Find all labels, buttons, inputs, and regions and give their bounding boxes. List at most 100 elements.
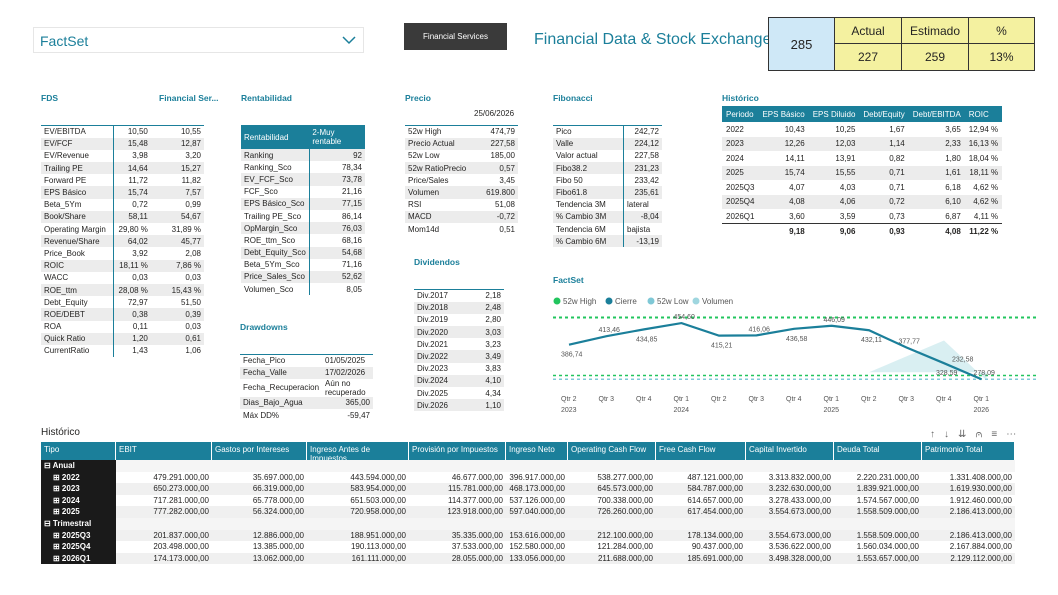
matrix-cell — [656, 517, 746, 530]
matrix-cell: 161.111.000,00 — [307, 552, 409, 565]
matrix-cell: 614.657.000,00 — [687, 495, 743, 505]
column-header[interactable]: Patrimonio Total — [922, 442, 1015, 460]
matrix-cell: 152.580.000,00 — [509, 542, 565, 552]
table-row: 2026Q1 3,60 3,59 0,73 6,87 4,11 % — [722, 209, 1002, 224]
matrix-row[interactable]: ⊞ 2022 479.291.000,00 35.697.000,00 443.594… — [41, 471, 1015, 484]
matrix-row[interactable]: ⊞ 2025Q3 201.837.000,00 12.886.000,00 188.9… — [41, 529, 1015, 542]
column-header[interactable]: Ingreso Neto — [506, 442, 568, 460]
table-row: Pico 242,72 — [553, 124, 662, 138]
table-cell: 10,50 — [112, 124, 151, 138]
matrix-row[interactable]: ⊞ 2023 650.273.000,00 66.319.000,00 583.954… — [41, 483, 1015, 495]
table-cell: 15,74 — [112, 186, 151, 199]
table-cell: 28,08 % — [112, 283, 151, 297]
data-label: 328,59 — [936, 370, 958, 377]
matrix-row[interactable]: ⊟ Anual — [41, 460, 1015, 472]
column-header[interactable]: Capital Invertido — [746, 442, 834, 460]
matrix-cell: 46.677.000,00 — [451, 472, 503, 482]
matrix-cell: 133.056.000,00 — [506, 552, 568, 565]
table-cell: 64,02 — [112, 235, 151, 248]
table-cell: EV/EBITDA — [41, 124, 114, 138]
header-cell[interactable]: Debt/Equity — [859, 106, 909, 122]
x-tick-label: Qtr 4 — [936, 396, 952, 403]
column-header[interactable]: Deuda Total — [834, 442, 922, 460]
matrix-row[interactable]: ⊞ 2026Q1 174.173.000,00 13.062.000,00 161.1… — [41, 552, 1015, 565]
matrix-cell: 2.186.413.000,00 — [922, 506, 1015, 518]
header-cell[interactable]: Periodo — [722, 106, 759, 122]
fds-table: EV/EBITDA 10,50 10,55 EV/FCF 15,48 12,87 EV/Re… — [41, 124, 204, 358]
table-cell: 2,18 — [470, 288, 504, 302]
kpi-card: 285 Actual Estimado % 227 259 13% — [768, 17, 1035, 71]
table-cell: 0,03 — [112, 271, 151, 284]
sector-button[interactable]: Financial Services — [404, 23, 507, 50]
table-row: Tendencia 6M bajista — [553, 223, 662, 236]
total-cell: 9,06 — [808, 223, 860, 238]
matrix-cell: 188.951.000,00 — [307, 529, 409, 542]
table-cell: Fecha_Valle — [240, 366, 323, 379]
precio-table: 52w High 474,79 Precio Actual 227,58 52w Low… — [405, 124, 518, 236]
matrix-cell: 2.129.112.000,00 — [922, 552, 1015, 565]
header-cell[interactable]: EPS Básico — [758, 106, 809, 122]
table-cell: 73,78 — [308, 173, 365, 186]
matrix-row[interactable]: ⊞ 2025 777.282.000,00 56.324.000,00 720.958… — [41, 506, 1015, 518]
chevron-down-icon[interactable] — [341, 32, 357, 48]
matrix-cell: 1.839.921.000,00 — [834, 483, 922, 495]
column-header[interactable]: Tipo — [41, 442, 116, 460]
legend-label: 52w Low — [657, 297, 689, 306]
table-cell: Price/Sales — [405, 174, 479, 187]
matrix-cell: 37.533.000,00 — [451, 542, 503, 552]
visual-header-icons[interactable]: ↑↓⇊⩀≡⋯ — [930, 429, 1026, 440]
x-tick-label: Qtr 4 — [786, 396, 802, 403]
matrix-cell: 468.173.000,00 — [506, 483, 568, 495]
company-slicer[interactable]: FactSet — [33, 27, 364, 53]
table-cell: 2024 — [726, 153, 744, 163]
table-row: EV/FCF 15,48 12,87 — [41, 137, 204, 150]
table-cell: 365,00 — [322, 396, 373, 410]
matrix-cell: 3.554.673.000,00 — [746, 529, 834, 542]
table-row: Price/Sales 3,45 — [405, 174, 518, 187]
table-cell: Ranking — [241, 149, 310, 162]
data-label: 446,09 — [824, 317, 846, 324]
table-cell: 14,11 — [785, 153, 805, 163]
table-row: Valle 224,12 — [553, 137, 662, 150]
table-cell: % Cambio 6M — [553, 235, 624, 248]
matrix-cell: 1.560.034.000,00 — [856, 542, 919, 552]
table-row: Debt_Equity 72,97 51,50 — [41, 296, 204, 309]
cierre-line — [568, 321, 982, 381]
matrix-cell — [116, 517, 212, 530]
table-row: Fecha_Valle 17/02/2026 — [240, 366, 373, 379]
column-header[interactable]: Ingreso Antes de Impuestos — [307, 442, 409, 463]
matrix-cell: 583.954.000,00 — [307, 483, 409, 495]
matrix-cell: 28.055.000,00 — [409, 552, 506, 565]
matrix-row[interactable]: ⊞ 2025Q4 203.498.000,00 13.385.000,00 190.1… — [41, 541, 1015, 553]
column-header[interactable]: Provisión por Impuestos — [409, 442, 506, 460]
table-row: EPS Básico 15,74 7,57 — [41, 186, 204, 199]
table-cell: Beta_5Ym — [41, 198, 114, 211]
matrix-row[interactable]: ⊞ 2024 717.281.000,00 65.778.000,00 651.503… — [41, 494, 1015, 507]
column-header[interactable]: Free Cash Flow — [656, 442, 746, 460]
matrix-cell: 185.691.000,00 — [656, 552, 746, 565]
matrix-cell: 12.886.000,00 — [212, 529, 307, 542]
table-cell: 58,11 — [112, 210, 151, 223]
header-cell[interactable]: ROIC — [964, 106, 1003, 122]
table-row: Div.2017 2,18 — [414, 288, 504, 302]
table-row: 2025 15,74 15,55 0,71 1,61 18,11 % — [722, 165, 1003, 180]
table-cell: Fibo38.2 — [553, 162, 624, 175]
matrix-cell: 538.277.000,00 — [597, 472, 653, 482]
column-header[interactable]: Gastos por Intereses — [212, 442, 307, 460]
historico-table: Periodo EPS Básico EPS Diluido Debt/Equity D… — [722, 106, 1003, 238]
column-header[interactable]: Operating Cash Flow — [568, 442, 656, 460]
table-cell: 0,39 — [150, 308, 204, 321]
header-cell[interactable]: Debt/EBITDA — [908, 106, 965, 122]
header-cell[interactable]: EPS Diluido — [808, 106, 860, 122]
table-cell: 3,03 — [470, 326, 504, 339]
table-row: 2025Q3 4,07 4,03 0,71 6,18 4,62 % — [722, 180, 1002, 195]
matrix-cell: 1.553.657.000,00 — [834, 552, 922, 565]
table-row: Dias_Bajo_Agua 365,00 — [240, 396, 373, 410]
table-row: 2024 14,11 13,91 0,82 1,80 18,04 % — [722, 151, 1002, 166]
year-label: 2024 — [674, 407, 690, 414]
matrix-row[interactable]: ⊟ Trimestral — [41, 517, 1015, 530]
matrix-cell: 617.454.000,00 — [656, 506, 746, 518]
table-cell: 12,94 % — [968, 124, 999, 134]
table-cell: 1,06 — [150, 344, 204, 358]
column-header[interactable]: EBIT — [116, 442, 212, 460]
